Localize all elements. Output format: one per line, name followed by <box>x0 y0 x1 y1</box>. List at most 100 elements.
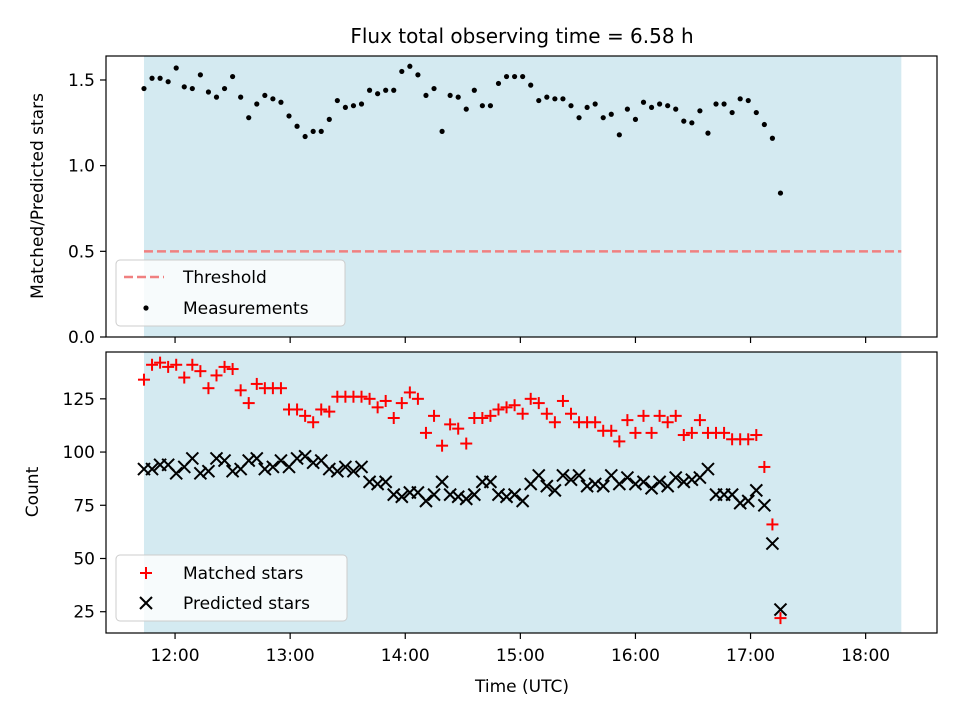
matched-stars-legend-marker <box>140 567 152 579</box>
predicted-star-point <box>644 481 659 495</box>
measurement-point <box>334 97 340 104</box>
predicted-star-point <box>354 460 369 474</box>
predicted-star-point <box>773 602 788 617</box>
count-y-axis-label: Count <box>23 466 43 517</box>
predicted-star-point <box>387 487 401 502</box>
predicted-star-point <box>451 490 465 504</box>
matched-star-point <box>492 403 505 416</box>
measurement-point <box>528 82 534 88</box>
matched-star-point <box>250 377 263 390</box>
matched-star-point <box>242 397 255 410</box>
matched-star-point <box>508 399 521 412</box>
measurement-point <box>471 87 477 93</box>
predicted-star-point <box>378 475 393 489</box>
measurement-point <box>173 65 179 71</box>
matched-star-point <box>452 422 465 435</box>
y-tick-label: 50 <box>73 549 95 569</box>
predicted-star-point <box>274 453 288 468</box>
measurements-legend-marker <box>143 305 149 311</box>
ratio-panel: Matched/Predicted stars 0.0 0.5 1.0 1.5 Thr… <box>28 55 938 348</box>
predicted-star-point <box>306 455 320 470</box>
matched-star-point <box>605 424 618 437</box>
predicted-star-point <box>499 490 514 504</box>
measurement-point <box>294 123 300 129</box>
matched-star-point <box>371 401 384 414</box>
measurement-point <box>487 103 494 109</box>
matched-star-point <box>194 365 207 378</box>
measurement-point <box>238 94 244 100</box>
matched-star-point <box>750 429 763 442</box>
measurement-point <box>568 103 574 109</box>
plot-frame <box>105 55 938 338</box>
measurement-point <box>689 120 695 126</box>
measurements-legend-label: Measurements <box>183 299 309 319</box>
measurement-point <box>310 128 316 134</box>
predicted-star-point <box>596 479 610 493</box>
matched-star-point <box>685 426 698 439</box>
predicted-star-point <box>145 462 159 476</box>
x-tick-label: 18:00 <box>841 646 890 666</box>
count-legend: Matched stars Predicted stars <box>115 554 348 622</box>
matched-star-point <box>323 405 336 418</box>
matched-star-point <box>436 439 449 452</box>
predicted-stars-legend-label: Predicted stars <box>183 594 310 614</box>
measurement-point <box>536 97 542 104</box>
measurement-point <box>697 108 703 114</box>
predicted-star-point <box>540 479 554 493</box>
matched-star-point <box>419 426 432 439</box>
predicted-star-point <box>532 468 546 483</box>
predicted-star-point <box>556 468 570 483</box>
matched-star-point <box>202 382 215 395</box>
predicted-star-point <box>290 451 304 466</box>
x-tick-label: 17:00 <box>726 646 775 666</box>
predicted-star-point <box>435 475 449 489</box>
matched-star-point <box>500 401 513 414</box>
matched-star-point <box>532 397 545 410</box>
predicted-star-point <box>628 477 643 491</box>
measurement-point <box>286 113 292 119</box>
y-tick-label: 0.5 <box>68 242 95 262</box>
predicted-star-point <box>209 451 224 466</box>
measurement-point <box>246 115 252 121</box>
matched-star-point <box>653 409 666 422</box>
predicted-star-point <box>612 477 627 491</box>
count-panel: Count 25 50 75 100 125 12:00 13:00 14:00 15:00 16… <box>23 351 938 666</box>
predicted-star-point <box>507 487 522 502</box>
measurement-point <box>197 72 203 78</box>
matched-star-point <box>428 409 441 422</box>
matched-star-point <box>146 358 159 371</box>
matched-starsseries <box>137 356 787 625</box>
predicted-star-point <box>201 464 216 478</box>
matched-star-point <box>186 358 199 371</box>
measurement-point <box>576 115 582 121</box>
measurement-point <box>511 73 518 80</box>
matched-star-point <box>621 414 634 427</box>
matched-star-point <box>178 371 191 384</box>
matched-star-point <box>516 407 529 420</box>
measurement-point <box>447 92 453 99</box>
predicted-star-point <box>459 492 473 506</box>
predicted-star-point <box>669 470 683 485</box>
measurement-point <box>431 85 437 92</box>
predicted-star-point <box>338 460 353 474</box>
predicted-star-point <box>685 473 699 487</box>
matched-star-point <box>170 358 183 371</box>
chart-title: Flux total observing time = 6.58 h <box>350 24 693 48</box>
predicted-star-point <box>217 453 232 468</box>
measurement-point <box>777 190 784 196</box>
predicted-star-point <box>588 477 602 491</box>
measurement-point <box>729 109 735 116</box>
predicted-stars-legend-marker <box>139 596 153 610</box>
ratio-legend: Threshold Measurements <box>115 259 346 327</box>
measurement-point <box>439 128 445 134</box>
ratio-y-axis-label: Matched/Predicted stars <box>28 93 48 299</box>
measurement-point <box>342 104 349 111</box>
measurement-point <box>149 75 155 81</box>
predicted-star-point <box>620 470 635 485</box>
measurement-point <box>713 101 719 107</box>
measurement-point <box>141 85 147 92</box>
predicted-star-point <box>298 449 312 464</box>
predicted-star-point <box>467 487 482 502</box>
measurement-point <box>503 73 510 80</box>
measurement-point <box>358 101 365 107</box>
